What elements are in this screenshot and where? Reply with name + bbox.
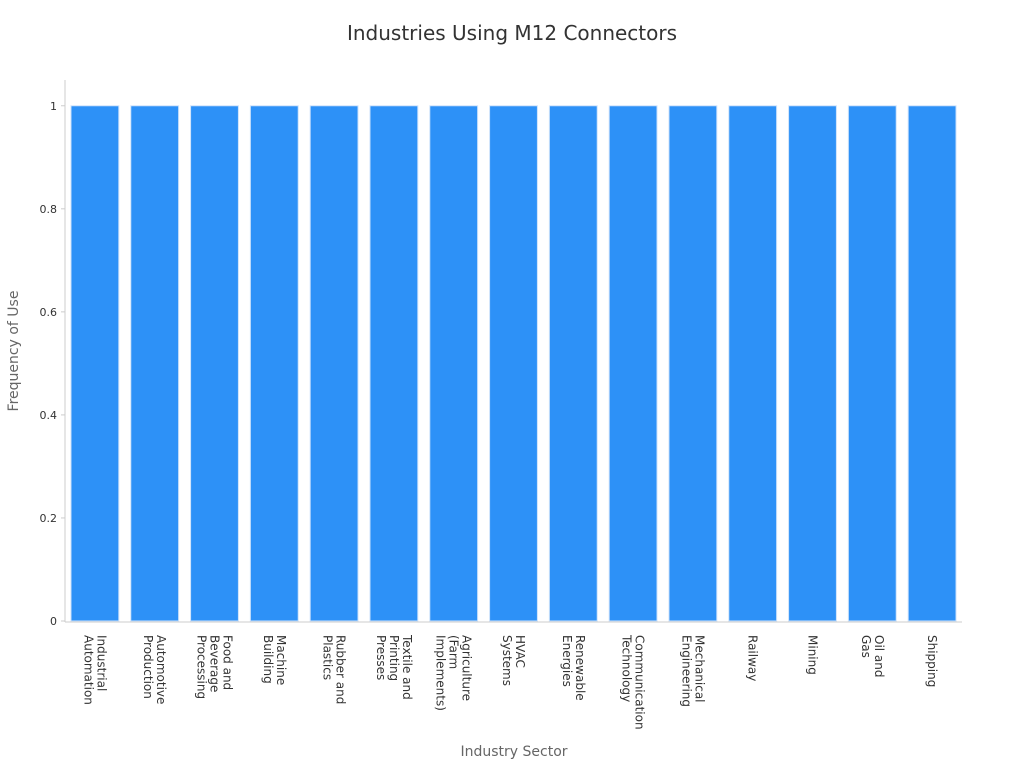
y-tick-label: 0.6 — [40, 306, 58, 319]
chart-title: Industries Using M12 Connectors — [347, 21, 677, 45]
bar — [70, 105, 120, 622]
bar — [608, 105, 658, 622]
x-tick-label: MechanicalEngineering — [679, 635, 706, 707]
x-tick-label: Oil andGas — [859, 635, 886, 678]
x-tick-label: Textile andPrintingPresses — [374, 634, 414, 700]
x-tick-label: Agriculture(FarmImplements) — [434, 635, 474, 711]
x-tick-label: MachineBuilding — [261, 635, 288, 685]
y-tick-label: 0 — [50, 615, 57, 628]
x-tick-label: HVACSystems — [500, 635, 527, 686]
y-axis-label: Frequency of Use — [6, 291, 22, 412]
x-tick-label: IndustrialAutomation — [81, 635, 108, 705]
x-tick-label: AutomotiveProduction — [141, 635, 168, 704]
bar — [907, 105, 957, 622]
bar — [190, 105, 239, 622]
x-tick-label: Food andBeverageProcessing — [195, 635, 235, 699]
bar — [130, 105, 180, 622]
bar — [668, 105, 718, 622]
x-tick-label: Shipping — [925, 635, 939, 687]
y-tick-label: 0.2 — [40, 512, 58, 525]
bar — [489, 105, 538, 622]
x-tick-label: CommunicationTechnology — [620, 634, 647, 730]
bar — [249, 105, 299, 622]
x-tick-label: Mining — [806, 635, 820, 675]
x-tick-label: Railway — [746, 635, 760, 681]
bar — [429, 105, 479, 622]
bar — [847, 105, 897, 622]
x-axis-label: Industry Sector — [460, 744, 567, 760]
bar — [369, 105, 419, 622]
y-tick-label: 0.4 — [40, 409, 58, 422]
bar — [788, 105, 837, 622]
x-tick-label: RenewableEnergies — [560, 635, 587, 701]
y-tick-label: 0.8 — [40, 203, 58, 216]
bar — [309, 105, 359, 622]
x-tick-label: Rubber andPlastics — [321, 635, 348, 704]
y-tick-label: 1 — [50, 100, 57, 113]
bar — [548, 105, 598, 622]
bar — [728, 105, 778, 622]
